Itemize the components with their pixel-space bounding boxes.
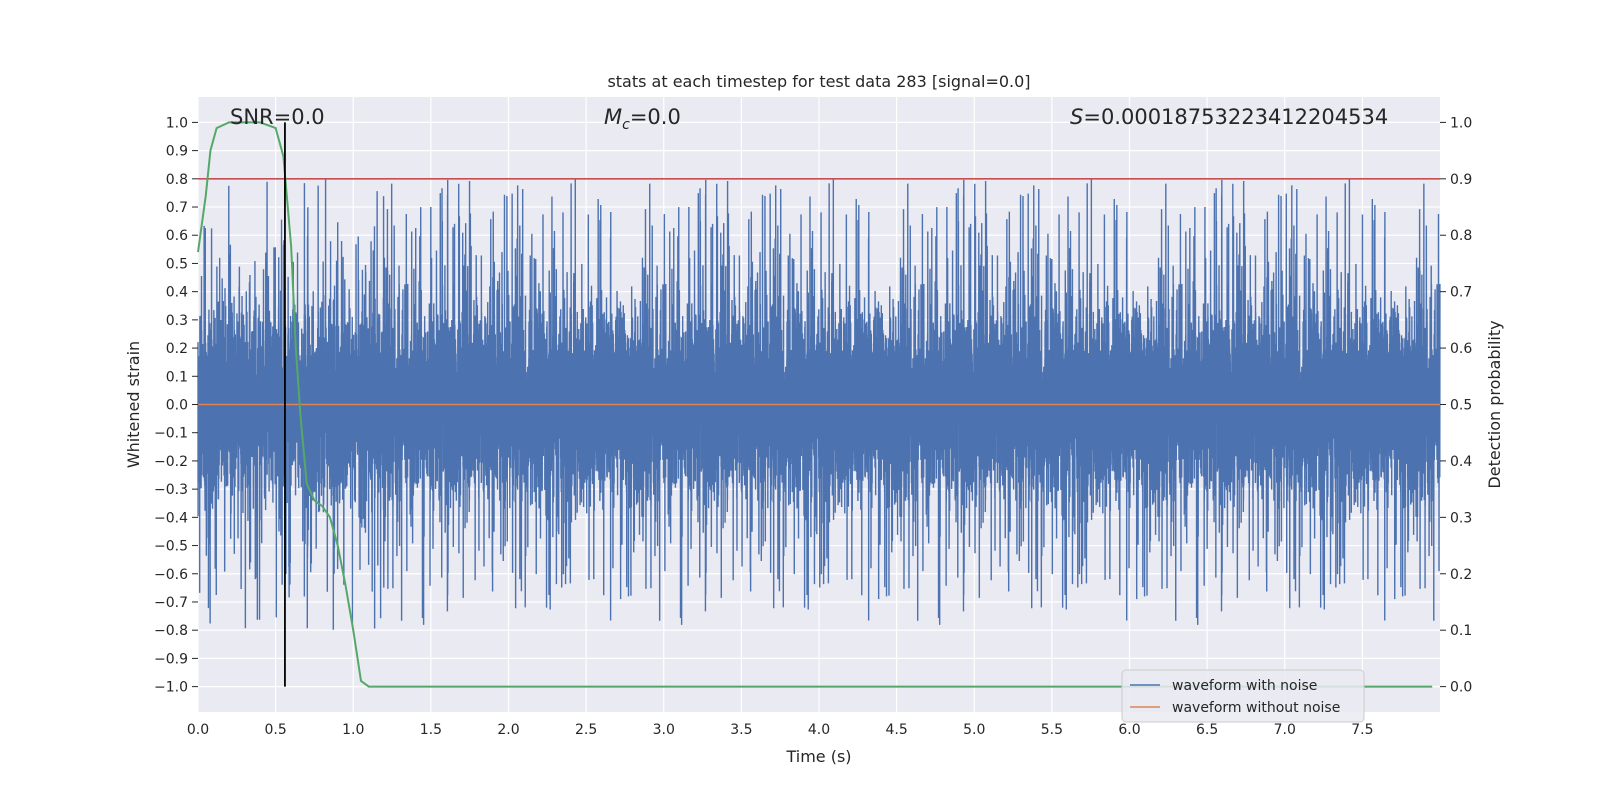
x-tick-label-15: 7.5	[1351, 722, 1373, 738]
y-right-tick-label-6: 0.4	[1450, 454, 1472, 470]
y-right-tick-label-1: 0.9	[1450, 172, 1472, 188]
y-axis-label-right: Detection probability	[1485, 320, 1504, 488]
y-right-tick-label-8: 0.2	[1450, 567, 1472, 583]
y-tick-label-19: −0.9	[154, 651, 188, 667]
x-tick-label-12: 6.0	[1118, 722, 1140, 738]
y-tick-label-18: −0.8	[154, 623, 188, 639]
waveform-with-noise-line	[197, 179, 1441, 630]
legend: waveform with noise waveform without noi…	[1121, 669, 1365, 723]
x-tick-label-14: 7.0	[1274, 722, 1296, 738]
annotation-mc: Mc=0.0	[604, 105, 681, 133]
y-tick-label-8: 0.2	[166, 341, 188, 357]
x-axis-label: Time (s)	[785, 747, 851, 766]
x-tick-label-8: 4.0	[808, 722, 830, 738]
x-tick-label-3: 1.5	[420, 722, 442, 738]
annotation-mc-value: =0.0	[630, 105, 681, 129]
x-tick-label-9: 4.5	[885, 722, 907, 738]
x-tick-label-4: 2.0	[497, 722, 519, 738]
annotation-mc-symbol: M	[604, 105, 622, 129]
y-tick-label-13: −0.3	[154, 482, 188, 498]
y-right-tick-label-4: 0.6	[1450, 341, 1472, 357]
annotation-snr: SNR=0.0	[230, 105, 325, 129]
y-tick-label-3: 0.7	[166, 200, 188, 216]
y-tick-label-6: 0.4	[166, 285, 188, 301]
series-waveform-with-noise	[197, 179, 1441, 630]
y-tick-label-10: 0.0	[166, 398, 188, 414]
y-right-tick-label-5: 0.5	[1450, 398, 1472, 414]
y-tick-label-0: 1.0	[166, 115, 188, 131]
y-right-tick-label-7: 0.3	[1450, 510, 1472, 526]
y-right-tick-label-2: 0.8	[1450, 228, 1472, 244]
y-right-tick-label-9: 0.1	[1450, 623, 1472, 639]
y-tick-label-9: 0.1	[166, 369, 188, 385]
y-axis-label: Whitened strain	[124, 341, 143, 468]
legend-box	[1121, 669, 1365, 723]
y-tick-label-12: −0.2	[154, 454, 188, 470]
x-tick-label-5: 2.5	[575, 722, 597, 738]
y-tick-label-16: −0.6	[154, 567, 188, 583]
x-tick-label-2: 1.0	[342, 722, 364, 738]
y-right-tick-label-10: 0.0	[1450, 680, 1472, 696]
annotation-s-symbol: S	[1070, 105, 1083, 129]
x-tick-label-1: 0.5	[264, 722, 286, 738]
y-tick-label-20: −1.0	[154, 680, 188, 696]
legend-label-waveform-without-noise: waveform without noise	[1172, 700, 1340, 716]
y-tick-label-15: −0.5	[154, 539, 188, 555]
y-right-tick-label-3: 0.7	[1450, 285, 1472, 301]
y-tick-label-17: −0.7	[154, 595, 188, 611]
y-tick-label-7: 0.3	[166, 313, 188, 329]
x-tick-label-6: 3.0	[653, 722, 675, 738]
y-tick-label-4: 0.6	[166, 228, 188, 244]
y-tick-label-14: −0.4	[154, 510, 188, 526]
x-tick-label-10: 5.0	[963, 722, 985, 738]
detection-probability-line	[197, 121, 1433, 688]
y-tick-label-5: 0.5	[166, 256, 188, 272]
x-tick-label-13: 6.5	[1196, 722, 1218, 738]
x-tick-label-0: 0.0	[187, 722, 209, 738]
y-tick-label-1: 0.9	[166, 144, 188, 160]
y-right-tick-label-0: 1.0	[1450, 115, 1472, 131]
x-tick-label-7: 3.5	[730, 722, 752, 738]
series-lines	[197, 121, 1440, 688]
y-tick-label-2: 0.8	[166, 172, 188, 188]
y-tick-label-11: −0.1	[154, 426, 188, 442]
annotation-s-value: =0.00018753223412204534	[1083, 105, 1388, 129]
tick-labels: 0.0 0.5 1.0 1.5 2.0 2.5 3.0 3.5 4.0 4.5 5.0 5.5 6.0 6…	[154, 115, 1472, 738]
legend-label-waveform-with-noise: waveform with noise	[1172, 678, 1317, 694]
annotation-s: S=0.00018753223412204534	[1070, 105, 1388, 129]
x-tick-label-11: 5.5	[1041, 722, 1063, 738]
annotation-mc-sub: c	[622, 117, 630, 133]
chart-title: stats at each timestep for test data 283…	[607, 72, 1030, 91]
